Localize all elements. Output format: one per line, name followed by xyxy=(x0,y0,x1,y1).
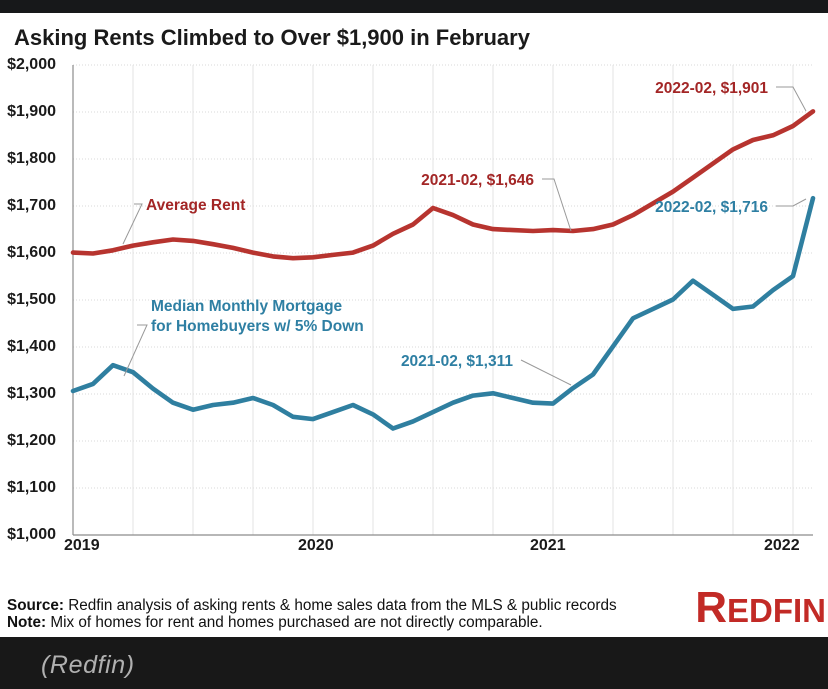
svg-text:2022-02, $1,901: 2022-02, $1,901 xyxy=(655,80,768,97)
svg-text:2021-02, $1,646: 2021-02, $1,646 xyxy=(421,172,534,189)
svg-text:2021-02, $1,311: 2021-02, $1,311 xyxy=(401,353,513,370)
svg-text:Average Rent: Average Rent xyxy=(146,197,245,214)
svg-text:for Homebuyers w/ 5% Down: for Homebuyers w/ 5% Down xyxy=(151,318,364,335)
svg-text:Median Monthly Mortgage: Median Monthly Mortgage xyxy=(151,298,343,315)
svg-text:2022-02, $1,716: 2022-02, $1,716 xyxy=(655,199,768,216)
